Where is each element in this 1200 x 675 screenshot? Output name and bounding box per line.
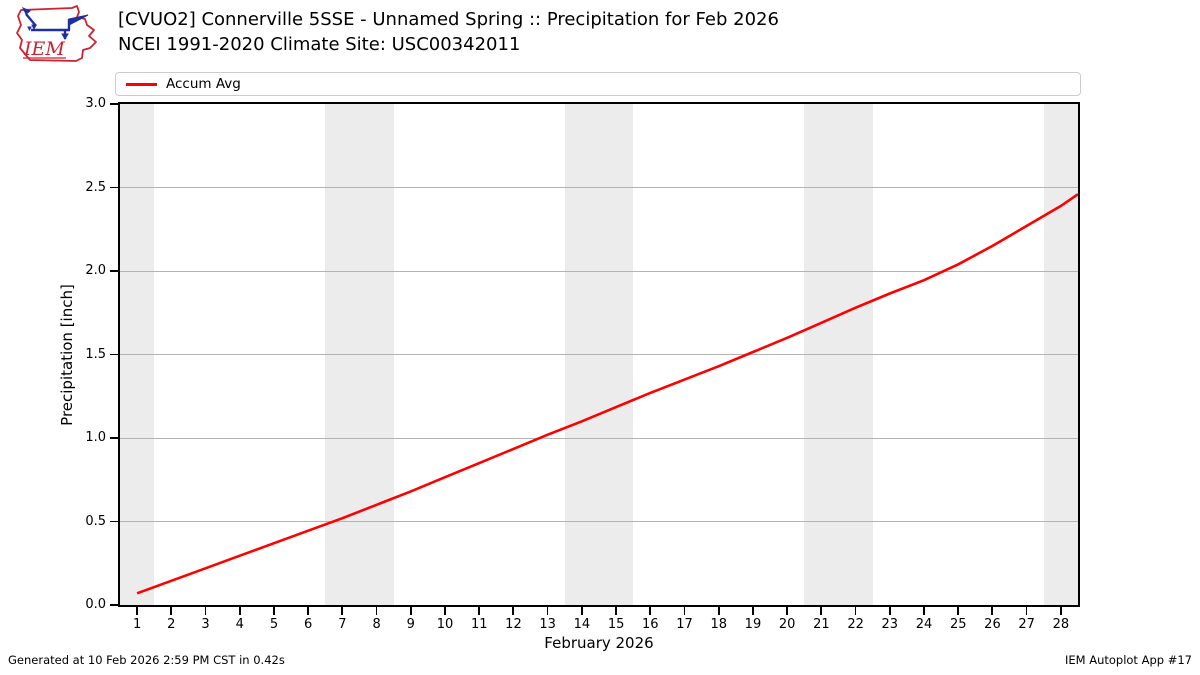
x-tick-label: 28: [1052, 617, 1070, 632]
x-tick-label: 12: [505, 617, 522, 632]
x-tickmark: [238, 607, 241, 615]
x-tickmark: [1059, 607, 1062, 615]
x-tickmark: [136, 607, 138, 615]
x-tickmark: [923, 607, 925, 615]
y-tickmark: [110, 186, 118, 189]
x-tick-label: 24: [915, 617, 933, 632]
y-tick-label: 1.0: [85, 430, 106, 445]
y-tickmark: [110, 270, 118, 272]
x-tick-label: 17: [676, 617, 693, 632]
x-tick-label: 23: [881, 617, 899, 632]
y-tickmark: [110, 353, 118, 356]
x-tick-label: 2: [167, 617, 176, 632]
x-tick-label: 16: [642, 617, 659, 632]
legend: Accum Avg: [115, 72, 1081, 96]
x-tickmark: [444, 607, 446, 615]
y-tick-label: 2.0: [85, 263, 106, 278]
x-axis-label: February 2026: [544, 634, 654, 652]
x-tick-label: 25: [949, 617, 967, 632]
y-tickmark: [110, 103, 118, 105]
y-tick-label: 0.5: [85, 513, 106, 529]
x-tick-label: 10: [436, 617, 454, 632]
logo-text: IEM: [23, 38, 65, 60]
generated-timestamp: Generated at 10 Feb 2026 2:59 PM CST in …: [8, 653, 285, 667]
legend-item-accum-avg: Accum Avg: [126, 76, 241, 92]
x-tickmark: [786, 607, 788, 615]
chart-subtitle: NCEI 1991-2020 Climate Site: USC00342011: [118, 34, 521, 55]
iowa-outline-icon: IEM: [16, 5, 97, 62]
iem-logo: IEM: [8, 3, 110, 67]
x-tick-label: 11: [470, 617, 488, 632]
x-tickmark: [170, 607, 173, 615]
x-tickmark: [512, 607, 515, 615]
x-tick-label: 7: [338, 617, 347, 632]
app-credit: IEM Autoplot App #17: [1064, 653, 1192, 667]
x-tickmark: [820, 607, 823, 615]
x-tickmark: [854, 607, 857, 615]
x-tick-label: 9: [406, 617, 415, 632]
x-tick-label: 6: [304, 617, 313, 632]
x-tick-label: 18: [710, 617, 728, 632]
y-tick-label: 2.5: [85, 179, 106, 195]
y-tickmark: [110, 437, 118, 439]
x-tickmark: [204, 607, 207, 615]
accum-avg-line: [120, 104, 1078, 605]
x-tickmark: [375, 607, 378, 615]
x-tickmark: [478, 607, 481, 615]
y-tick-label: 0.0: [85, 597, 106, 612]
y-tick-label: 1.5: [85, 346, 106, 362]
x-tick-label: 5: [269, 617, 279, 632]
x-tickmark: [580, 607, 583, 615]
chart-title: [CVUO2] Connerville 5SSE - Unnamed Sprin…: [118, 9, 779, 30]
x-tickmark: [1025, 607, 1028, 615]
x-tickmark: [615, 607, 617, 615]
x-tick-label: 8: [372, 617, 381, 632]
x-tick-label: 15: [607, 617, 625, 632]
legend-line-swatch: [126, 82, 157, 86]
x-tick-label: 22: [847, 617, 864, 632]
gridline: [120, 187, 1078, 188]
gridline: [120, 354, 1078, 355]
x-tickmark: [409, 607, 412, 615]
chart-header: [CVUO2] Connerville 5SSE - Unnamed Sprin…: [118, 7, 779, 57]
x-tick-label: 4: [235, 617, 244, 632]
y-tickmark: [110, 520, 118, 523]
weathervane-icon: [21, 7, 89, 40]
x-tick-label: 21: [813, 617, 830, 632]
y-axis-label: Precipitation [inch]: [58, 283, 77, 426]
x-tickmark: [272, 607, 275, 615]
x-tickmark: [717, 607, 720, 615]
x-tick-label: 27: [1018, 617, 1035, 632]
gridline: [120, 270, 1078, 272]
legend-label: Accum Avg: [166, 76, 241, 92]
y-tickmark: [110, 604, 118, 606]
x-tickmark: [341, 607, 344, 615]
x-tick-label: 3: [201, 617, 210, 632]
x-tick-label: 14: [573, 617, 591, 632]
x-tickmark: [683, 607, 686, 615]
x-tick-label: 20: [778, 617, 796, 632]
x-tickmark: [546, 607, 549, 615]
x-tick-label: 26: [984, 617, 1001, 632]
x-tick-label: 19: [744, 617, 762, 632]
x-tickmark: [957, 607, 960, 615]
x-tickmark: [751, 607, 754, 615]
plot-area: [118, 102, 1080, 607]
x-tickmark: [888, 607, 891, 615]
series-line: [137, 194, 1078, 593]
x-tickmark: [649, 607, 652, 615]
gridline: [120, 521, 1078, 522]
x-tick-label: 1: [132, 617, 142, 632]
y-tick-label: 3.0: [85, 96, 106, 111]
gridline: [120, 437, 1078, 439]
x-tick-label: 13: [539, 617, 556, 632]
x-tickmark: [307, 607, 309, 615]
x-tickmark: [991, 607, 994, 615]
